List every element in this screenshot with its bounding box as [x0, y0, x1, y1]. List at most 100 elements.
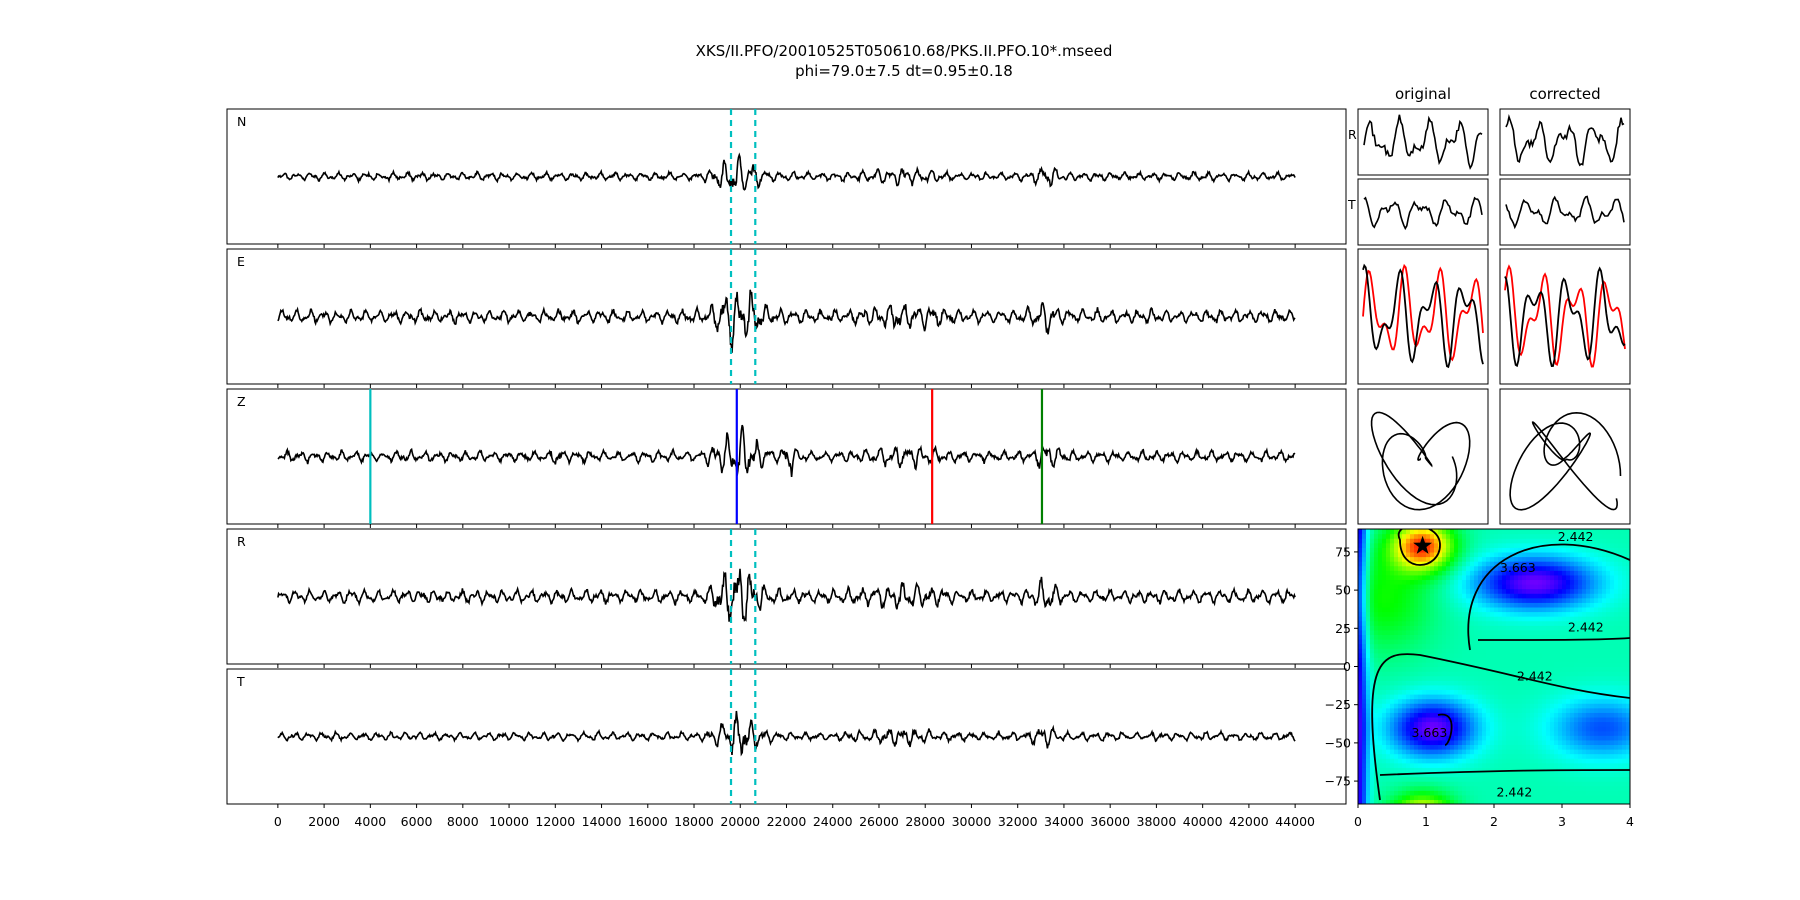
surface-cell: [1462, 707, 1467, 713]
panel-R: R: [226, 528, 1347, 668]
surface-cell: [1434, 538, 1439, 544]
surface-cell: [1478, 657, 1483, 663]
surface-cell: [1502, 758, 1507, 764]
surface-cell: [1438, 574, 1443, 581]
surface-cell: [1598, 762, 1603, 768]
surface-cell: [1558, 588, 1563, 594]
surface-cell: [1598, 556, 1603, 562]
surface-cell: [1426, 643, 1431, 649]
surface-cell: [1438, 579, 1443, 585]
surface-cell: [1402, 529, 1407, 535]
surface-cell: [1502, 579, 1507, 585]
surface-cell: [1486, 675, 1491, 681]
surface-cell: [1438, 744, 1443, 750]
surface-cell: [1498, 542, 1503, 548]
surface-cell: [1494, 584, 1499, 590]
surface-cell: [1626, 703, 1630, 709]
surface-cell: [1570, 721, 1575, 727]
surface-cell: [1586, 634, 1591, 640]
surface-cell: [1610, 689, 1615, 695]
surface-cell: [1422, 606, 1427, 613]
surface-cell: [1578, 565, 1583, 571]
surface-cell: [1502, 721, 1507, 727]
surface-cell: [1398, 716, 1403, 723]
surface-cell: [1490, 680, 1495, 686]
surface-cell: [1590, 762, 1595, 768]
surface-cell: [1490, 561, 1495, 567]
surface-cell: [1430, 639, 1435, 645]
surface-cell: [1470, 753, 1475, 759]
surface-cell: [1514, 551, 1519, 558]
surface-cell: [1498, 735, 1503, 741]
surface-cell: [1486, 794, 1491, 801]
surface-cell: [1474, 574, 1479, 581]
surface-cell: [1458, 652, 1463, 658]
surface-cell: [1474, 716, 1479, 723]
surface-cell: [1446, 652, 1451, 658]
surface-cell: [1502, 762, 1507, 768]
surface-cell: [1398, 561, 1403, 567]
surface-cell: [1486, 565, 1491, 571]
surface-cell: [1374, 556, 1379, 562]
surface-cell: [1410, 611, 1415, 617]
surface-cell: [1410, 758, 1415, 764]
surface-cell: [1558, 707, 1563, 713]
surface-cell: [1450, 538, 1455, 544]
surface-cell: [1414, 666, 1419, 672]
surface-cell: [1602, 565, 1607, 571]
surface-cell: [1586, 643, 1591, 649]
surface-cell: [1446, 767, 1451, 773]
surface-cell: [1514, 794, 1519, 801]
surface-cell: [1358, 643, 1363, 649]
surface-cell: [1482, 593, 1487, 599]
surface-cell: [1486, 721, 1491, 727]
surface-cell: [1366, 643, 1371, 649]
surface-cell: [1542, 611, 1547, 617]
surface-cell: [1586, 771, 1591, 778]
surface-cell: [1562, 579, 1567, 585]
surface-cell: [1622, 707, 1627, 713]
surface-cell: [1550, 634, 1555, 640]
surface-cell: [1482, 547, 1487, 553]
surface-cell: [1470, 666, 1475, 672]
surface-cell: [1562, 762, 1567, 768]
surface-cell: [1578, 556, 1583, 562]
surface-cell: [1538, 785, 1543, 791]
surface-cell: [1402, 547, 1407, 553]
surface-cell: [1362, 616, 1367, 622]
surface-cell: [1610, 570, 1615, 576]
surface-cell: [1610, 616, 1615, 622]
surface-cell: [1506, 556, 1511, 562]
surface-cell: [1426, 794, 1431, 801]
surface-cell: [1622, 570, 1627, 576]
surface-cell: [1602, 671, 1607, 677]
surface-cell: [1358, 570, 1363, 576]
surface-cell: [1390, 538, 1395, 544]
surface-cell: [1602, 538, 1607, 544]
surface-cell: [1562, 639, 1567, 645]
surface-cell: [1510, 570, 1515, 576]
small-panel: [1499, 178, 1631, 246]
surface-cell: [1470, 776, 1475, 782]
x-tick-label: 30000: [952, 814, 992, 829]
surface-cell: [1426, 726, 1431, 732]
surface-cell: [1442, 597, 1447, 603]
surface-cell: [1538, 753, 1543, 759]
surface-cell: [1606, 538, 1611, 544]
surface-cell: [1362, 749, 1367, 755]
surface-cell: [1494, 602, 1499, 608]
surface-cell: [1438, 606, 1443, 613]
surface-cell: [1362, 680, 1367, 686]
surface-cell: [1434, 726, 1439, 732]
surface-cell: [1374, 721, 1379, 727]
surface-cell: [1514, 565, 1519, 571]
surface-cell: [1518, 652, 1523, 658]
surface-cell: [1474, 652, 1479, 658]
surface-cell: [1386, 744, 1391, 750]
surface-cell: [1434, 648, 1439, 654]
surface-y-tick-label: 75: [1335, 544, 1351, 559]
contour-label: 2.442: [1517, 668, 1553, 683]
small-trace: [1363, 114, 1483, 170]
surface-cell: [1526, 588, 1531, 594]
surface-cell: [1578, 684, 1583, 691]
